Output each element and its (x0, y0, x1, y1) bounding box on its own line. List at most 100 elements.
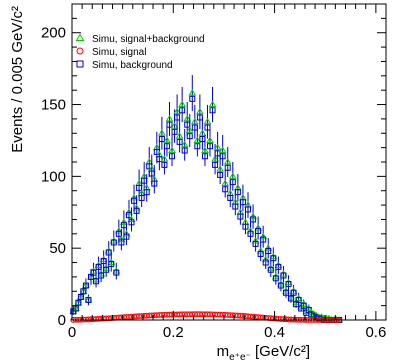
background-point (118, 239, 125, 246)
background-point (288, 295, 295, 302)
total-point (279, 270, 288, 277)
total-point (259, 232, 268, 240)
total-point (170, 122, 179, 129)
background-point (212, 161, 219, 168)
axis-labels: me⁺e⁻ [GeV/c²] Events / 0.005 GeV/c² (9, 6, 310, 360)
background-point (181, 147, 188, 154)
total-point (120, 218, 128, 225)
background-point (219, 153, 226, 160)
total-point (132, 203, 141, 211)
background-point (108, 260, 115, 267)
background-point (270, 255, 277, 262)
background-point (255, 227, 262, 234)
background-point (158, 136, 165, 143)
background-point (113, 269, 120, 276)
total-point (274, 261, 283, 268)
x-tick-label: 0.4 (264, 324, 285, 341)
x-axis-label: me⁺e⁻ [GeV/c²] (217, 343, 310, 360)
total-point (294, 294, 303, 301)
total-point (254, 224, 263, 231)
total-point (277, 280, 285, 287)
total-point (117, 235, 126, 243)
total-point (125, 208, 133, 215)
background-point (250, 216, 257, 223)
total-point (104, 247, 113, 254)
axes: 0 0.2 0.4 0.6 0 50 100 150 200 (41, 3, 387, 341)
legend-marker-circle (76, 47, 84, 55)
total-point (264, 244, 273, 251)
background-point (93, 278, 100, 285)
background-point (282, 289, 289, 296)
background-point (151, 180, 158, 187)
background-point (247, 230, 254, 237)
background-point (176, 138, 183, 145)
background-point (224, 164, 231, 171)
background-point (163, 143, 170, 150)
total-point (183, 114, 192, 122)
background-point (222, 186, 229, 193)
total-point (261, 255, 270, 263)
total-point (246, 226, 255, 234)
total-point (256, 247, 265, 254)
total-point (173, 107, 181, 115)
background-point (262, 259, 269, 266)
background-point (290, 289, 297, 296)
total-point (97, 270, 106, 277)
total-point (185, 126, 194, 133)
total-point (269, 252, 278, 260)
background-point (277, 282, 284, 289)
total-point (127, 215, 136, 222)
background-point (123, 233, 130, 240)
background-point (128, 219, 135, 226)
total-point (211, 155, 219, 162)
background-point (217, 171, 224, 178)
total-point (107, 258, 116, 266)
total-point (92, 275, 100, 283)
background-point (189, 95, 196, 102)
background-point (280, 272, 287, 279)
background-point (239, 199, 246, 206)
total-point (206, 136, 214, 143)
background-point (260, 236, 267, 243)
background-point (257, 250, 264, 257)
total-point (201, 146, 209, 154)
total-point (289, 287, 298, 294)
background-point (133, 207, 140, 214)
background-point (201, 153, 208, 160)
background-point (194, 143, 201, 150)
background-point (267, 266, 274, 273)
background-point (275, 263, 282, 270)
total-point (228, 172, 237, 179)
background-point (244, 206, 251, 213)
background-point (207, 143, 214, 150)
background-point (103, 266, 110, 273)
total-point (287, 293, 295, 300)
background-point (105, 249, 112, 256)
background-point (171, 128, 178, 135)
background-point (85, 296, 92, 303)
y-tick-label: 150 (41, 97, 66, 114)
total-point (109, 237, 118, 244)
background-point (234, 189, 241, 196)
background-point (161, 161, 168, 168)
total-point (249, 212, 257, 220)
total-point (99, 255, 108, 263)
total-point (304, 304, 313, 312)
y-tick-label: 200 (41, 25, 66, 42)
legend-marker-triangle (75, 33, 85, 41)
y-tick-label: 50 (49, 240, 66, 257)
total-point (266, 264, 275, 271)
total-point (284, 278, 293, 286)
total-point (160, 155, 169, 162)
background-point (242, 223, 249, 230)
background-point (272, 275, 279, 282)
background-point (232, 203, 239, 210)
total-point (114, 226, 123, 234)
total-point (218, 146, 227, 154)
background-point (156, 156, 163, 163)
total-point (216, 165, 225, 172)
background-point (138, 194, 145, 201)
background-point (98, 272, 105, 279)
total-point (203, 117, 212, 125)
